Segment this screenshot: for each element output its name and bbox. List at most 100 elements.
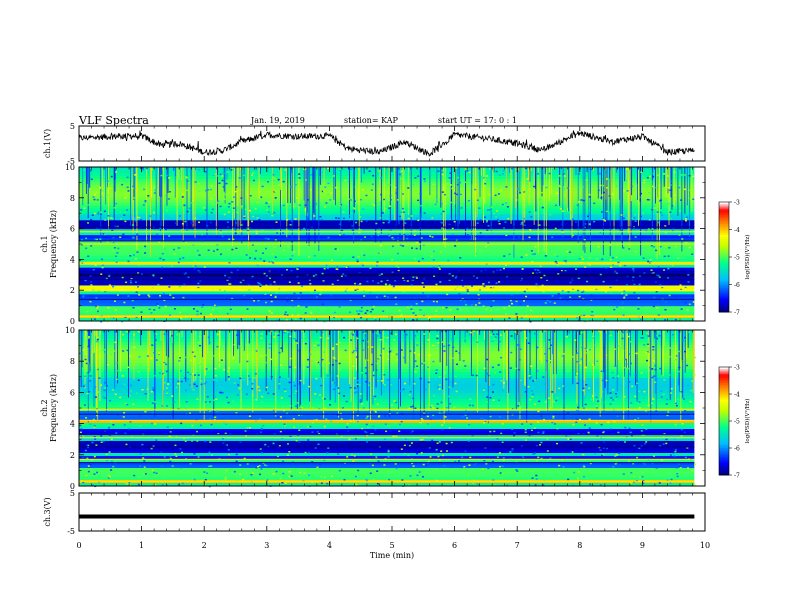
- spectro-speckle: [340, 436, 343, 438]
- spectro-speckle: [209, 401, 212, 403]
- spectro-speckle: [155, 439, 158, 441]
- spectro-speckle: [412, 405, 415, 408]
- spectro-speckle: [377, 170, 380, 172]
- spectro-speckle: [558, 387, 561, 390]
- spectro-speckle: [573, 471, 576, 474]
- spectro-speckle: [661, 287, 664, 289]
- spectro-speckle: [446, 183, 449, 185]
- spectro-speckle: [265, 247, 268, 250]
- spectro-speckle: [549, 214, 552, 216]
- spectro-speckle: [360, 239, 363, 241]
- spectro-speckle: [275, 291, 278, 294]
- spectro-speckle: [383, 336, 386, 339]
- spectro-speckle: [104, 387, 107, 389]
- colorbar-cell: [719, 385, 729, 388]
- spectro-speckle: [503, 253, 506, 255]
- spectro-speckle: [341, 229, 344, 232]
- spectro-streak: [551, 330, 553, 355]
- spectro-speckle: [488, 194, 491, 196]
- spectro-speckle: [408, 484, 411, 486]
- spectro-speckle: [79, 259, 82, 262]
- x-tick-label: 2: [202, 541, 207, 550]
- spectro-speckle: [284, 311, 287, 313]
- spectro-speckle: [419, 421, 422, 424]
- spectro-speckle: [351, 225, 354, 227]
- spectro-speckle: [611, 371, 614, 374]
- colorbar-cell: [719, 430, 729, 433]
- spectro-speckle: [359, 393, 362, 395]
- spectro-speckle: [144, 473, 147, 475]
- spectro-speckle: [296, 402, 299, 404]
- spectro-speckle: [245, 393, 248, 396]
- spectro-speckle: [354, 387, 357, 389]
- spectro-speckle: [321, 358, 324, 361]
- spectro-speckle: [362, 331, 365, 334]
- spectro-speckle: [461, 456, 464, 458]
- spectro-speckle: [631, 303, 634, 306]
- spectro-cell: [79, 342, 695, 346]
- spectro-cell: [79, 205, 695, 209]
- spectro-speckle: [577, 319, 580, 321]
- spectro-speckle: [177, 247, 180, 249]
- spectro-speckle: [673, 438, 676, 440]
- spectro-speckle: [289, 435, 292, 438]
- spectro-speckle: [128, 481, 131, 484]
- spectro-speckle: [94, 238, 97, 241]
- spectro-streak: [548, 167, 550, 201]
- spectro-speckle: [615, 185, 618, 187]
- spectro-speckle: [168, 435, 171, 438]
- spectro-speckle: [470, 241, 473, 244]
- spectro-speckle: [114, 341, 117, 344]
- spectro-speckle: [244, 208, 247, 211]
- x-tick-label: 4: [327, 541, 332, 550]
- spectro-speckle: [642, 350, 645, 353]
- spectro-speckle: [161, 252, 164, 255]
- spectro-speckle: [189, 384, 192, 386]
- spectro-speckle: [652, 172, 655, 175]
- spectro-speckle: [160, 174, 163, 177]
- spectro-speckle: [255, 350, 258, 352]
- spectro-speckle: [240, 197, 243, 199]
- spectro-speckle: [227, 401, 230, 404]
- spectro-speckle: [137, 379, 140, 382]
- spectro-speckle: [174, 452, 177, 455]
- spectro-speckle: [622, 473, 625, 475]
- spectro-streak: [459, 330, 461, 361]
- spectro-speckle: [214, 173, 217, 176]
- spectro-speckle: [312, 275, 315, 277]
- spectro-speckle: [350, 339, 353, 341]
- colorbar-cell: [719, 455, 729, 458]
- spectro-speckle: [551, 295, 554, 297]
- spectro-speckle: [194, 265, 197, 267]
- spectro-speckle: [97, 211, 100, 213]
- spectro-speckle: [419, 193, 422, 195]
- spectro-speckle: [259, 431, 262, 433]
- spectro-speckle: [199, 335, 202, 338]
- spectro-speckle: [576, 409, 579, 412]
- spectro-speckle: [543, 274, 546, 277]
- colorbar-tick-label: -4: [734, 392, 740, 399]
- spectro-speckle: [503, 255, 506, 257]
- spectro-speckle: [603, 441, 606, 443]
- spectro-streak: [104, 330, 106, 386]
- spectro-speckle: [120, 218, 123, 220]
- spectro-speckle: [402, 291, 405, 293]
- spectro-speckle: [347, 266, 350, 268]
- spectro-streak: [150, 167, 151, 258]
- spectro-speckle: [132, 236, 135, 239]
- spectro-speckle: [498, 340, 501, 343]
- spectro-speckle: [531, 395, 534, 398]
- spectro-speckle: [432, 414, 435, 417]
- spectro-streak: [96, 330, 98, 413]
- spectro-speckle: [327, 182, 330, 185]
- spectro-speckle: [163, 373, 166, 376]
- spectro-streak: [493, 167, 495, 173]
- spectro-speckle: [517, 188, 520, 190]
- spectro-speckle: [243, 457, 246, 460]
- spectro-speckle: [203, 266, 206, 268]
- spectro-speckle: [337, 217, 340, 220]
- spectro-speckle: [678, 210, 681, 212]
- y-tick-label: 4: [70, 420, 75, 429]
- spectro-cell: [79, 339, 695, 343]
- spectro-speckle: [528, 472, 531, 474]
